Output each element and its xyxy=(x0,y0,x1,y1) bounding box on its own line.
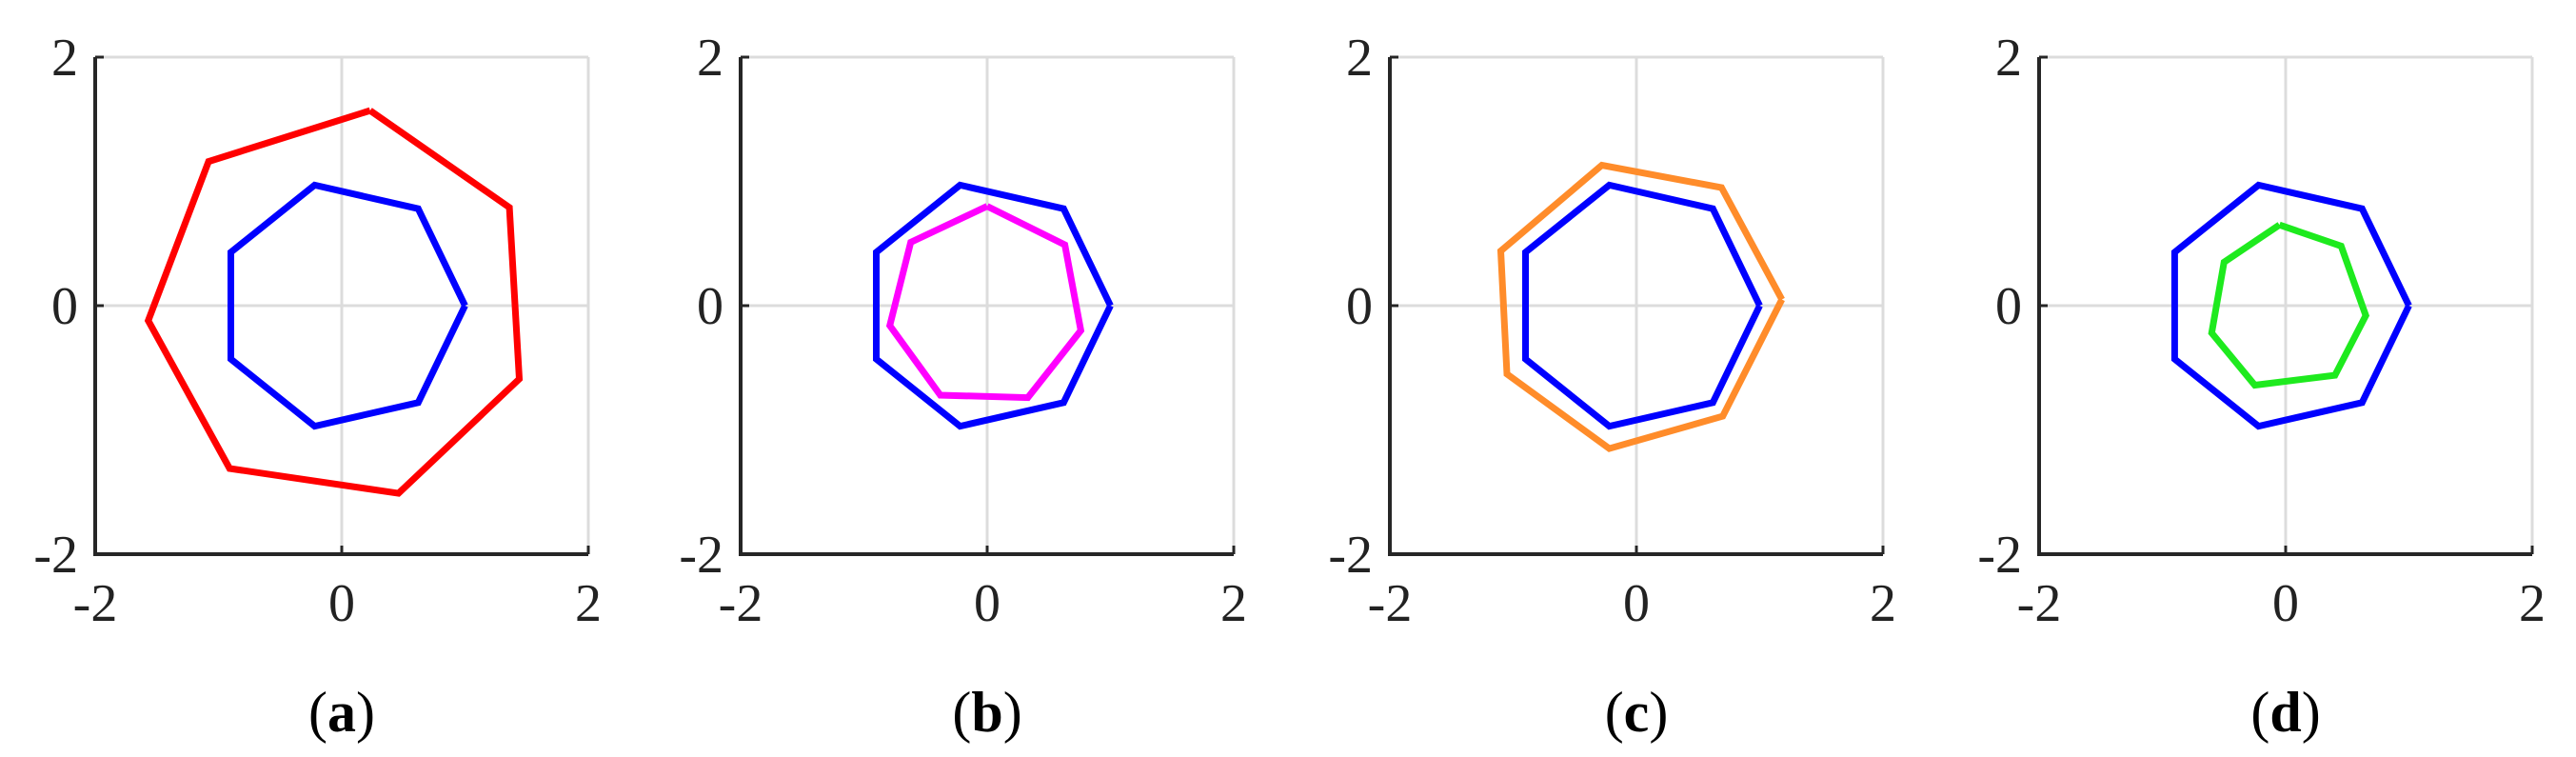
series-line-0 xyxy=(1496,161,1785,452)
y-tick-label-0: -2 xyxy=(33,526,78,585)
x-tick-label-2: 2 xyxy=(1220,574,1247,633)
series-line-1 xyxy=(2208,221,2370,389)
y-tick-label-0: -2 xyxy=(679,526,723,585)
y-tick-label-1: 0 xyxy=(1995,277,2022,336)
series-line-1 xyxy=(228,181,468,430)
x-tick-label-2: 2 xyxy=(2519,574,2546,633)
panel-c: -2 0 2 -2 0 2 (c) xyxy=(1328,29,1896,744)
y-tick-label-2: 2 xyxy=(51,29,78,88)
x-tick-label-0: -2 xyxy=(2017,574,2062,633)
y-tick-label-2: 2 xyxy=(1995,29,2022,88)
x-tick-label-2: 2 xyxy=(1870,574,1896,633)
y-tick-label-1: 0 xyxy=(697,277,723,336)
panel-label: (c) xyxy=(1605,681,1669,744)
panel-a: -2 0 2 -2 0 2 (a) xyxy=(33,29,602,744)
y-tick-label-2: 2 xyxy=(697,29,723,88)
x-tick-label-1: 0 xyxy=(1623,574,1650,633)
series-line-0 xyxy=(144,107,524,497)
y-tick-label-2: 2 xyxy=(1346,29,1373,88)
x-tick-label-1: 0 xyxy=(328,574,355,633)
series-line-1 xyxy=(1522,181,1763,430)
series-line-1 xyxy=(885,203,1085,402)
panel-label: (a) xyxy=(308,681,375,744)
y-tick-label-1: 0 xyxy=(51,277,78,336)
x-tick-label-1: 0 xyxy=(974,574,1001,633)
x-tick-label-2: 2 xyxy=(575,574,602,633)
x-tick-label-1: 0 xyxy=(2272,574,2299,633)
x-tick-label-0: -2 xyxy=(1368,574,1413,633)
y-tick-label-0: -2 xyxy=(1977,526,2022,585)
panel-label: (d) xyxy=(2250,681,2320,744)
series-line-0 xyxy=(2170,181,2412,430)
x-tick-label-0: -2 xyxy=(719,574,763,633)
y-tick-label-1: 0 xyxy=(1346,277,1373,336)
panel-label: (b) xyxy=(952,681,1021,744)
panel-b: -2 0 2 -2 0 2 (b) xyxy=(679,29,1247,744)
series-line-0 xyxy=(873,181,1114,430)
y-tick-label-0: -2 xyxy=(1328,526,1373,585)
panel-d: -2 0 2 -2 0 2 (d) xyxy=(1977,29,2546,744)
x-tick-label-0: -2 xyxy=(73,574,118,633)
